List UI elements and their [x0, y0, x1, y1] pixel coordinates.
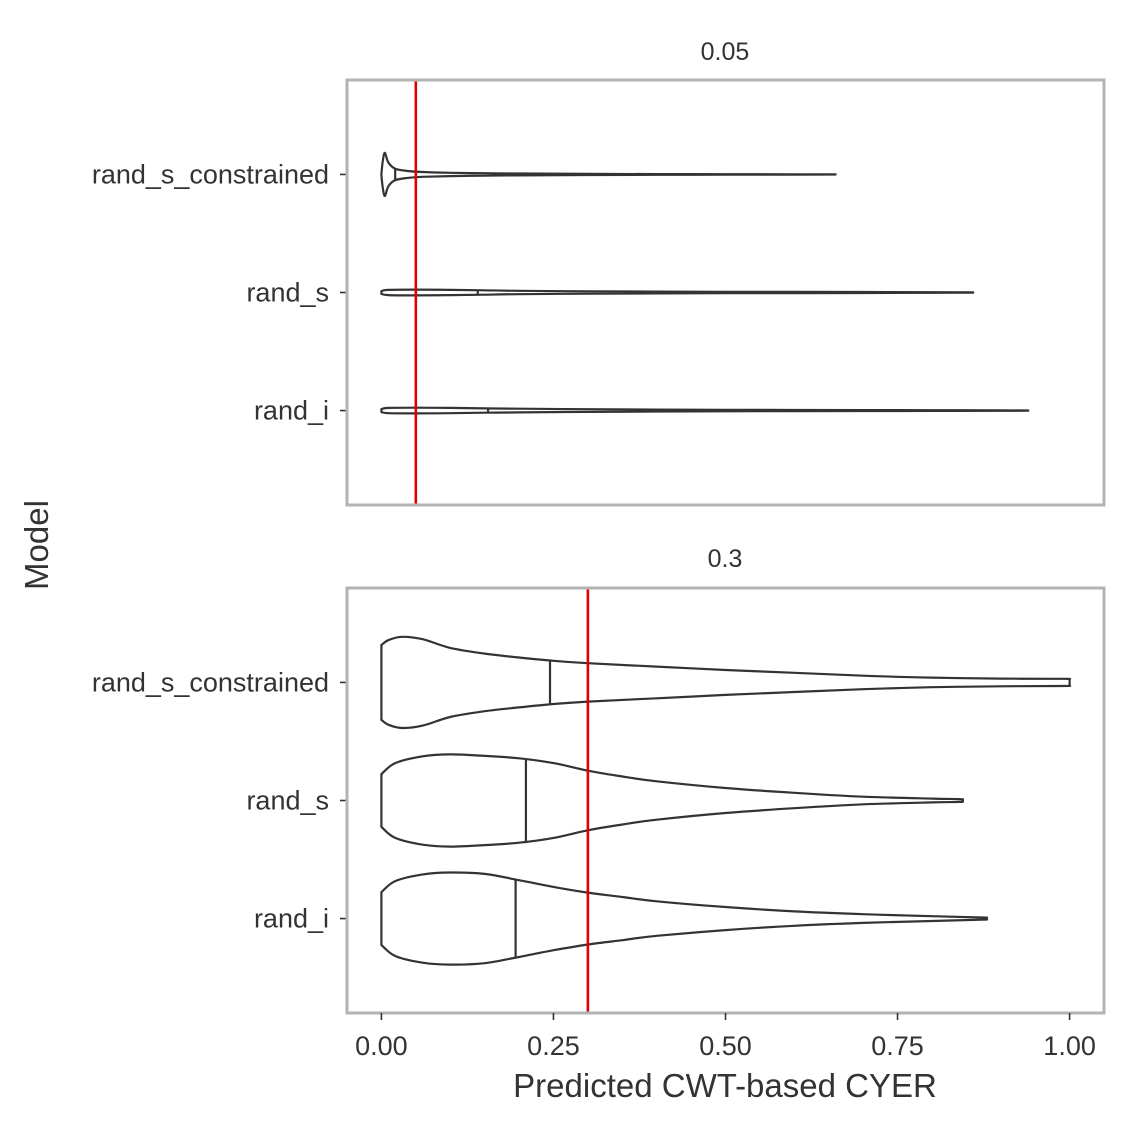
panel-bottom-content: rand_s_constrained rand_s rand_i [92, 588, 1072, 1013]
x-tick-label: 1.00 [1043, 1031, 1096, 1061]
y-tick-label: rand_s_constrained [92, 159, 329, 189]
x-axis: 0.00 0.25 0.50 0.75 1.00 [355, 1013, 1096, 1061]
panel-bottom: 0.3 rand_s_constrained rand_s rand_i [92, 545, 1106, 1015]
violin-rand_s [380, 753, 965, 848]
y-tick-label: rand_s [246, 786, 329, 816]
panel-bottom-border [345, 586, 1106, 1015]
x-tick-label: 0.00 [355, 1031, 408, 1061]
x-tick-label: 0.75 [871, 1031, 924, 1061]
violin-rand_s_constrained [380, 151, 837, 198]
panel-top-content: rand_s_constrained rand_s rand_i [92, 80, 1030, 505]
violin-rand_s_constrained [380, 635, 1072, 730]
y-axis-title: Model [18, 500, 55, 590]
y-tick-label: rand_i [254, 396, 329, 426]
violin-rand_i [380, 406, 1030, 415]
panel-title-bottom: 0.3 [708, 545, 743, 573]
violin-rand_i [380, 871, 989, 966]
panel-top: 0.05 rand_s_constrained rand_s rand_i [92, 38, 1106, 507]
panel-top-border [345, 78, 1106, 507]
y-tick-label: rand_i [254, 904, 329, 934]
y-tick-label: rand_s [246, 278, 329, 308]
x-axis-title: Predicted CWT-based CYER [513, 1067, 937, 1104]
y-tick-label: rand_s_constrained [92, 667, 329, 697]
violin-rand_s [380, 288, 975, 297]
x-tick-label: 0.25 [527, 1031, 580, 1061]
panel-title-top: 0.05 [701, 38, 750, 66]
x-tick-label: 0.50 [699, 1031, 752, 1061]
